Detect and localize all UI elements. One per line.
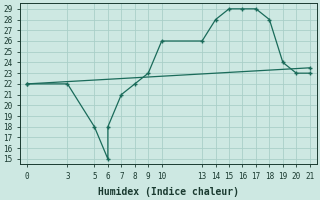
- X-axis label: Humidex (Indice chaleur): Humidex (Indice chaleur): [98, 186, 239, 197]
